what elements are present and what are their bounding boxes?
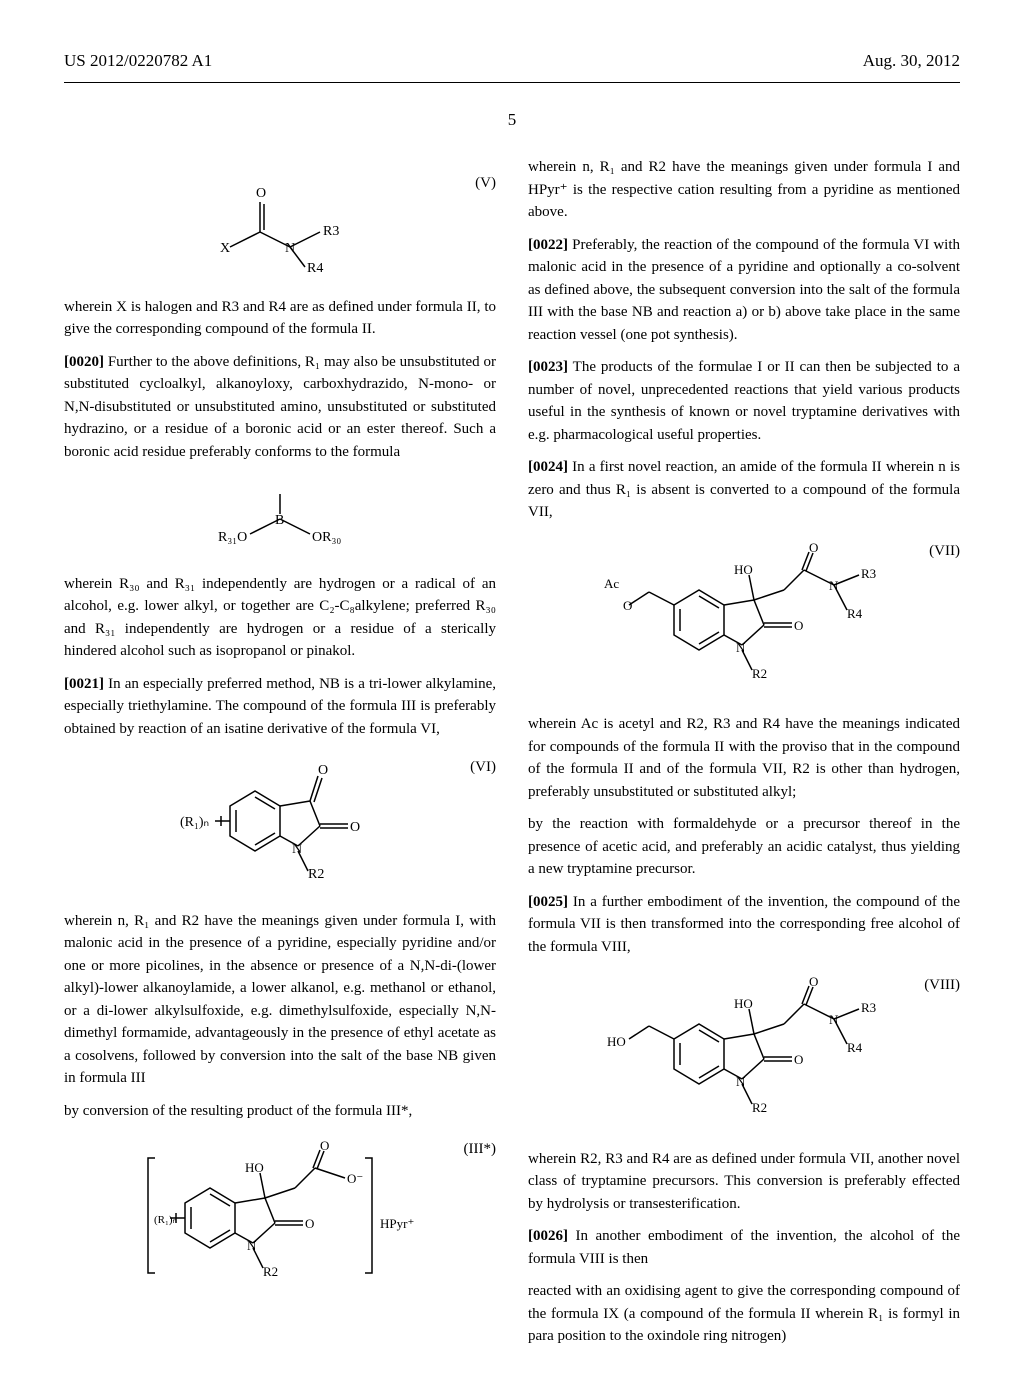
formula-boronic-structure: B R₃₁O OR₃₀ [200, 479, 360, 549]
para-0024: [0024] In a first novel reaction, an ami… [528, 456, 960, 524]
svg-text:N: N [736, 640, 746, 655]
formula-viii: (VIII) [528, 974, 960, 1132]
svg-text:Ac: Ac [604, 576, 619, 591]
para-0024-text: In a first novel reaction, an amide of t… [528, 459, 960, 520]
svg-text:HO: HO [734, 562, 753, 577]
para-0022: [0022] Preferably, the reaction of the c… [528, 234, 960, 347]
formula-vii-structure: HO O N R3 R4 O N R2 Ac O [599, 540, 889, 690]
para-0022-text: Preferably, the reaction of the compound… [528, 237, 960, 343]
svg-text:R2: R2 [752, 666, 767, 681]
para-0026-label: [0026] [528, 1228, 568, 1244]
svg-text:(R₁)ₙ: (R₁)ₙ [154, 1214, 177, 1226]
formula-vii: (VII) [528, 540, 960, 698]
svg-text:R2: R2 [308, 867, 324, 882]
doc-number: US 2012/0220782 A1 [64, 48, 212, 74]
para-vii-desc1: wherein Ac is acetyl and R2, R3 and R4 h… [528, 713, 960, 803]
formula-v-label: (V) [475, 172, 496, 195]
formula-iiistar-label: (III*) [464, 1138, 496, 1161]
para-0025-text: In a further embodiment of the invention… [528, 894, 960, 955]
para-vi-desc: wherein n, R₁ and R2 have the meanings g… [64, 910, 496, 1090]
formula-iiistar-structure: HO O O⁻ O N R2 (R₁)ₙ HPyr⁺ [130, 1138, 430, 1288]
para-0020: [0020] Further to the above definitions,… [64, 351, 496, 464]
svg-text:O: O [794, 618, 803, 633]
svg-text:O: O [809, 974, 818, 989]
para-0020-text: Further to the above definitions, R₁ may… [64, 354, 496, 460]
svg-text:O: O [305, 1216, 314, 1231]
para-v-desc: wherein X is halogen and R3 and R4 are a… [64, 296, 496, 341]
svg-text:HPyr⁺: HPyr⁺ [380, 1216, 414, 1231]
svg-text:R3: R3 [861, 566, 876, 581]
para-vii-desc2: by the reaction with formaldehyde or a p… [528, 813, 960, 881]
para-ix-desc: reacted with an oxidising agent to give … [528, 1280, 960, 1348]
formula-boronic: B R₃₁O OR₃₀ [64, 479, 496, 557]
svg-text:O: O [320, 1138, 329, 1153]
para-0023-text: The products of the formulae I or II can… [528, 359, 960, 443]
svg-text:R₃₁O: R₃₁O [218, 530, 247, 545]
para-0022-label: [0022] [528, 237, 568, 253]
svg-text:O: O [794, 1052, 803, 1067]
formula-viii-structure: HO O N R3 R4 O N R2 HO [599, 974, 889, 1124]
svg-text:HO: HO [245, 1160, 264, 1175]
formula-vi-label: (VI) [470, 756, 496, 779]
svg-text:N: N [829, 1012, 839, 1027]
formula-vi-structure: O O N R2 (R₁)ₙ [170, 756, 390, 886]
svg-text:B: B [275, 513, 284, 528]
body-content: (V) X O N R3 R4 wherein X is halogen and… [64, 156, 960, 1348]
svg-text:HO: HO [607, 1034, 626, 1049]
svg-text:N: N [292, 842, 302, 857]
header-divider [64, 82, 960, 83]
svg-text:R2: R2 [263, 1264, 278, 1279]
formula-iiistar: (III*) [64, 1138, 496, 1296]
svg-text:HO: HO [734, 996, 753, 1011]
svg-text:R4: R4 [847, 1040, 863, 1055]
svg-text:R3: R3 [861, 1000, 876, 1015]
formula-v-structure: X O N R3 R4 [190, 172, 370, 272]
svg-text:O: O [623, 598, 632, 613]
svg-text:N: N [285, 241, 295, 256]
svg-text:O: O [318, 763, 328, 778]
svg-text:R4: R4 [307, 261, 323, 272]
svg-text:O: O [809, 540, 818, 555]
para-boronic-desc: wherein R₃₀ and R₃₁ independently are hy… [64, 573, 496, 663]
para-0026: [0026] In another embodiment of the inve… [528, 1225, 960, 1270]
publication-date: Aug. 30, 2012 [863, 48, 960, 74]
svg-text:R2: R2 [752, 1100, 767, 1115]
para-0021-text: In an especially preferred method, NB is… [64, 676, 496, 737]
svg-text:(R₁)ₙ: (R₁)ₙ [180, 815, 209, 830]
svg-text:N: N [829, 578, 839, 593]
para-0023: [0023] The products of the formulae I or… [528, 356, 960, 446]
formula-v: (V) X O N R3 R4 [64, 172, 496, 280]
svg-text:O: O [256, 186, 266, 201]
svg-text:O⁻: O⁻ [347, 1171, 363, 1186]
para-viii-desc: wherein R2, R3 and R4 are as defined und… [528, 1148, 960, 1216]
para-iiistar-intro: by conversion of the resulting product o… [64, 1100, 496, 1123]
para-iiistar-desc: wherein n, R₁ and R2 have the meanings g… [528, 156, 960, 224]
page-header: US 2012/0220782 A1 Aug. 30, 2012 [64, 48, 960, 74]
para-0024-label: [0024] [528, 459, 568, 475]
formula-vii-label: (VII) [929, 540, 960, 563]
formula-vi: (VI) [64, 756, 496, 894]
svg-text:R3: R3 [323, 224, 339, 239]
para-0026-text: In another embodiment of the invention, … [528, 1228, 960, 1267]
para-0025: [0025] In a further embodiment of the in… [528, 891, 960, 959]
page-number: 5 [64, 107, 960, 133]
svg-text:N: N [247, 1238, 257, 1253]
svg-text:OR₃₀: OR₃₀ [312, 530, 341, 545]
para-0021: [0021] In an especially preferred method… [64, 673, 496, 741]
para-0025-label: [0025] [528, 894, 568, 910]
para-0023-label: [0023] [528, 359, 568, 375]
formula-viii-label: (VIII) [924, 974, 960, 997]
para-0020-label: [0020] [64, 354, 104, 370]
svg-text:O: O [350, 820, 360, 835]
svg-text:R4: R4 [847, 606, 863, 621]
svg-text:N: N [736, 1074, 746, 1089]
svg-text:X: X [220, 241, 230, 256]
para-0021-label: [0021] [64, 676, 104, 692]
